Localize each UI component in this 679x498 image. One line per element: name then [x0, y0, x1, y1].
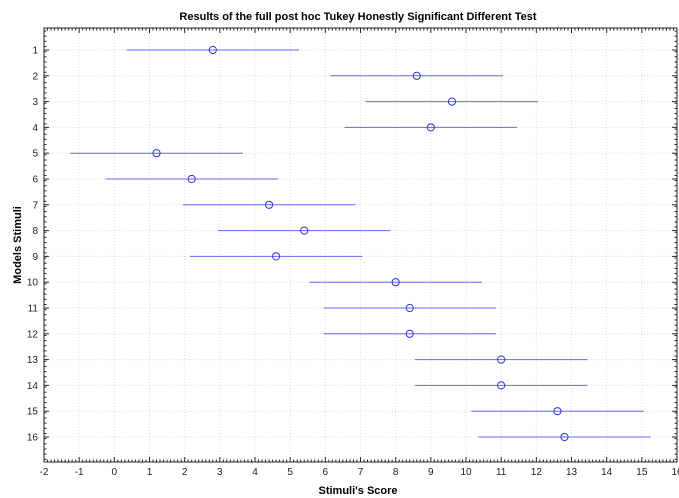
x-axis-label: Stimuli's Score [318, 485, 397, 497]
y-tick-label: 1 [32, 46, 38, 57]
y-tick-label: 12 [27, 329, 39, 340]
x-tick-label: -2 [40, 467, 49, 478]
y-tick-label: 13 [27, 355, 39, 366]
x-tick-label: 6 [323, 467, 329, 478]
x-tick-label: 15 [636, 467, 648, 478]
chart-title: Results of the full post hoc Tukey Hones… [179, 11, 536, 23]
grid [43, 28, 678, 462]
marker-layer [152, 45, 569, 442]
x-tick-label: 5 [287, 467, 293, 478]
x-tick-label: 4 [252, 467, 258, 478]
mean-marker [264, 200, 274, 209]
x-tick-label: 12 [531, 467, 543, 478]
x-tick-label: 14 [601, 467, 613, 478]
y-tick-label: 7 [32, 200, 38, 211]
x-tick-label: 11 [496, 467, 507, 478]
x-tick-label: 13 [566, 467, 578, 478]
x-tick-label: -1 [75, 467, 84, 478]
x-tick-label: 16 [671, 467, 679, 478]
y-tick-label: 9 [32, 252, 38, 263]
y-tick-label: 14 [27, 381, 39, 392]
mean-marker [272, 252, 281, 261]
mean-marker [405, 303, 414, 313]
mean-marker [208, 45, 217, 55]
x-tick-label: 2 [182, 467, 188, 478]
mean-marker [560, 432, 569, 442]
y-tick-label: 4 [32, 123, 38, 134]
y-tick-label: 5 [32, 149, 38, 160]
x-tick-label: 8 [393, 467, 399, 478]
y-tick-label: 11 [28, 304, 39, 315]
mean-marker [553, 407, 562, 416]
x-tick-label: 7 [358, 467, 364, 478]
axis-ticks [43, 28, 678, 462]
y-tick-label: 2 [32, 71, 38, 82]
mean-marker [426, 123, 435, 132]
y-tick-label: 15 [27, 407, 39, 418]
y-tick-label: 3 [32, 97, 38, 108]
x-tick-label: 9 [428, 467, 434, 478]
y-tick-label: 10 [27, 278, 39, 289]
y-tick-label: 16 [27, 433, 39, 444]
mean-marker [412, 71, 421, 80]
mean-marker [300, 226, 309, 235]
mean-marker [405, 329, 414, 338]
mean-marker [447, 97, 457, 106]
y-tick-label: 6 [32, 175, 38, 186]
mean-marker [187, 174, 196, 184]
y-axis-label: Models Stimuli [12, 206, 24, 284]
mean-marker [497, 355, 506, 364]
mean-marker [391, 278, 400, 287]
mean-marker [497, 381, 506, 390]
x-tick-label: 10 [460, 467, 472, 478]
x-tick-label: 0 [112, 467, 118, 478]
x-tick-label: 1 [147, 467, 153, 478]
y-tick-label: 8 [32, 226, 38, 237]
mean-marker [152, 149, 161, 158]
x-tick-label: 3 [217, 467, 223, 478]
interval-layer [70, 49, 651, 438]
x-tick-labels: -2-1012345678910111213141516 [40, 467, 679, 478]
